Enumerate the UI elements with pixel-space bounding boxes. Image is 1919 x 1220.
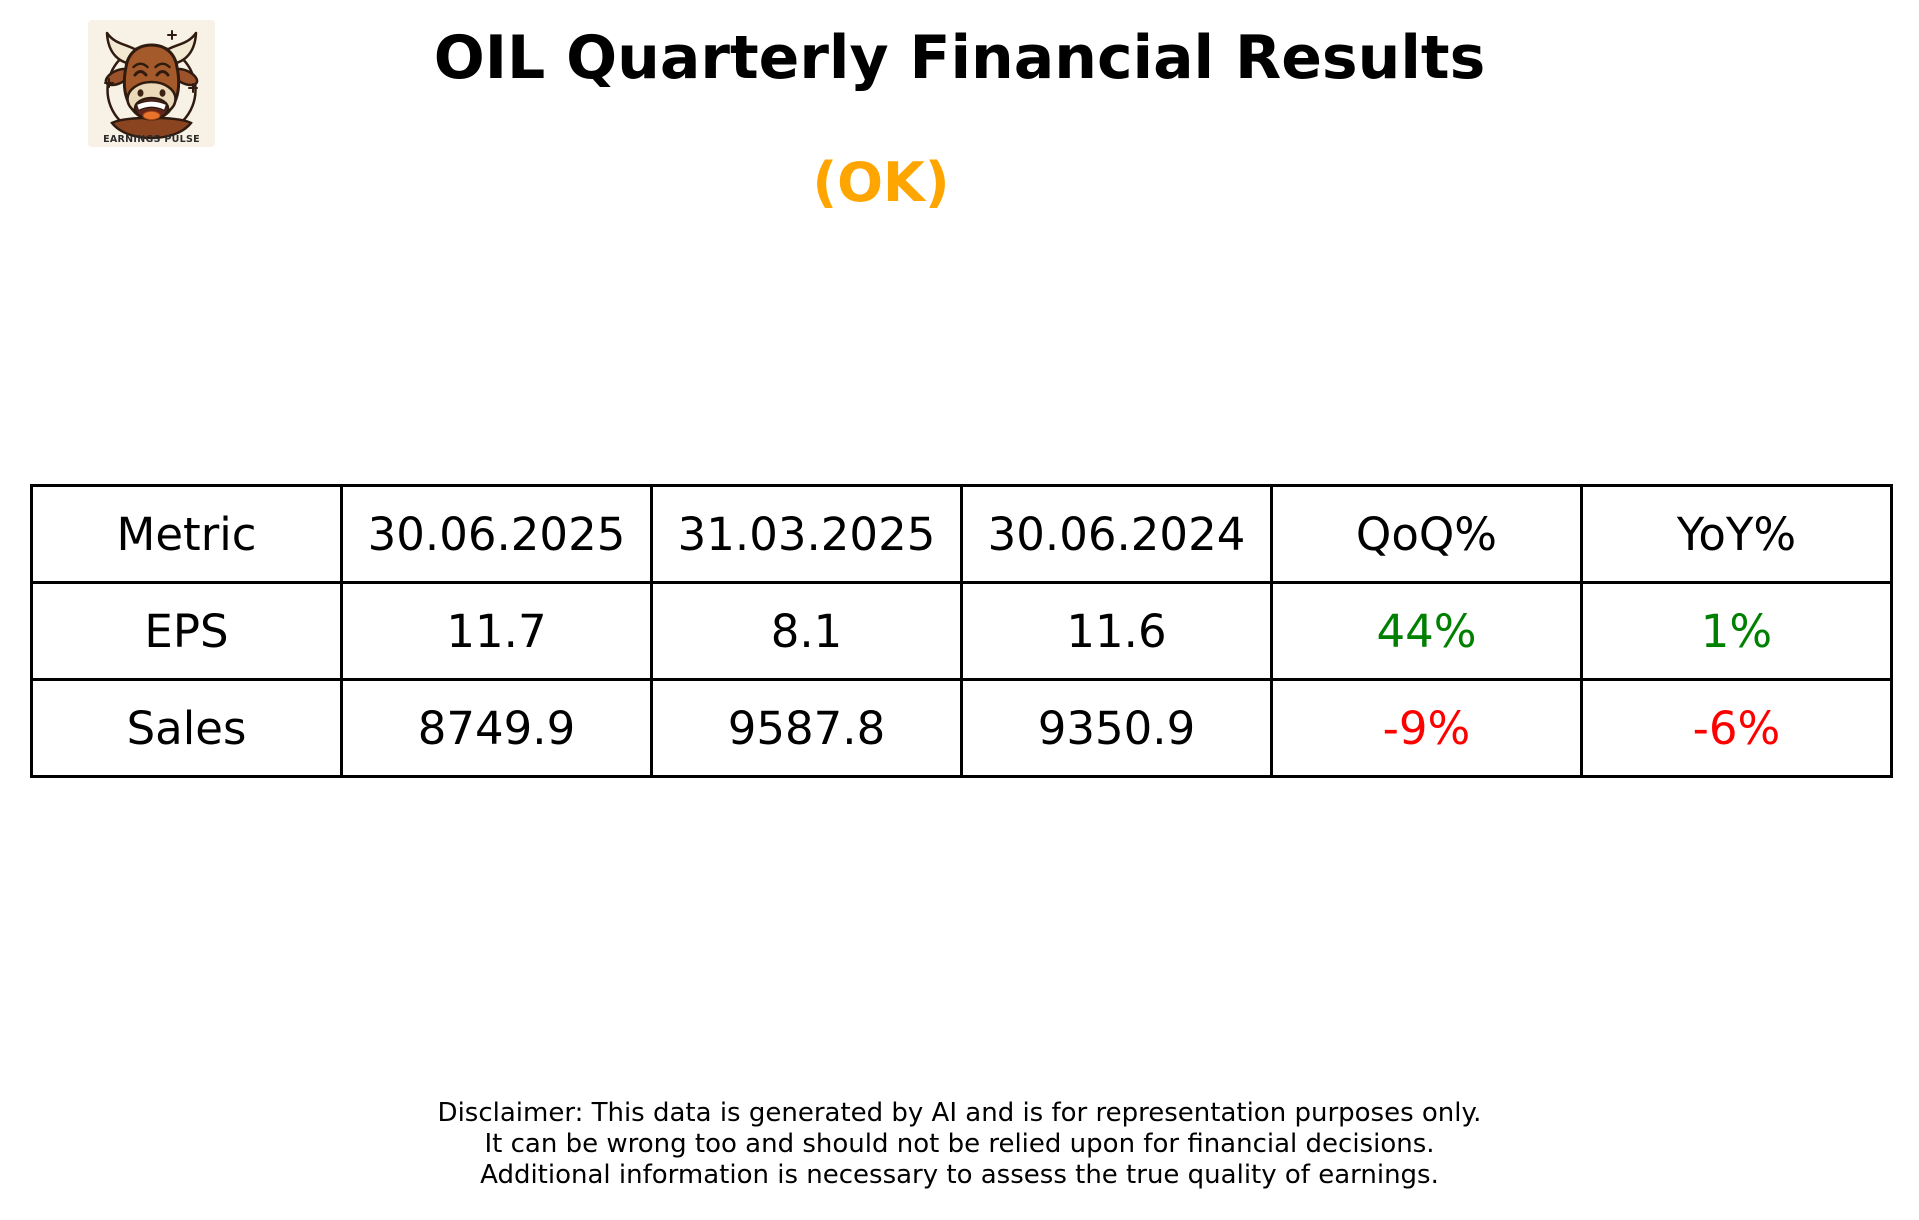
cell-eps-yoy: 1% xyxy=(1580,581,1893,681)
cell-eps-qoq: 44% xyxy=(1270,581,1583,681)
disclaimer-line-1: Disclaimer: This data is generated by AI… xyxy=(437,1098,1482,1128)
cell-eps-previous: 8.1 xyxy=(650,581,963,681)
cell-sales-metric: Sales xyxy=(30,678,343,778)
cell-eps-metric: EPS xyxy=(30,581,343,681)
column-header-qoq: QoQ% xyxy=(1270,484,1583,584)
page-title: OIL Quarterly Financial Results xyxy=(433,23,1486,93)
brand-name: EARNINGS PULSE xyxy=(103,134,200,145)
disclaimer-line-3: Additional information is necessary to a… xyxy=(480,1160,1439,1190)
column-header-q-yearago: 30.06.2024 xyxy=(960,484,1273,584)
cell-eps-yearago: 11.6 xyxy=(960,581,1273,681)
disclaimer-line-2: It can be wrong too and should not be re… xyxy=(484,1129,1435,1159)
column-header-q-previous: 31.03.2025 xyxy=(650,484,963,584)
table-row-sales: Sales 8749.9 9587.8 9350.9 -9% -6% xyxy=(30,678,1893,778)
brand-logo: EARNINGS PULSE xyxy=(88,20,215,147)
financial-results-table: Metric 30.06.2025 31.03.2025 30.06.2024 … xyxy=(30,484,1893,778)
cell-sales-current: 8749.9 xyxy=(340,678,653,778)
table-row-eps: EPS 11.7 8.1 11.6 44% 1% xyxy=(30,581,1893,681)
verdict-badge: (OK) xyxy=(812,151,950,214)
column-header-q-current: 30.06.2025 xyxy=(340,484,653,584)
bull-logo-icon: EARNINGS PULSE xyxy=(88,20,215,147)
cell-sales-yearago: 9350.9 xyxy=(960,678,1273,778)
cell-sales-yoy: -6% xyxy=(1580,678,1893,778)
cell-eps-current: 11.7 xyxy=(340,581,653,681)
column-header-yoy: YoY% xyxy=(1580,484,1893,584)
cell-sales-qoq: -9% xyxy=(1270,678,1583,778)
table-header-row: Metric 30.06.2025 31.03.2025 30.06.2024 … xyxy=(30,484,1893,584)
cell-sales-previous: 9587.8 xyxy=(650,678,963,778)
disclaimer: Disclaimer: This data is generated by AI… xyxy=(0,1098,1919,1191)
column-header-metric: Metric xyxy=(30,484,343,584)
